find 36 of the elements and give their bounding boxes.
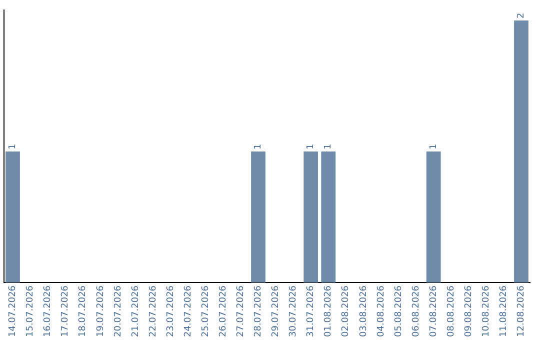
x-tick-label: 10.08.2026 <box>482 285 492 337</box>
x-tick-label: 04.08.2026 <box>376 285 386 337</box>
data-label: 1 <box>428 144 439 150</box>
x-tick-label: 23.07.2026 <box>166 285 176 337</box>
x-tick-label: 29.07.2026 <box>271 285 282 337</box>
x-tick-label: 19.07.2026 <box>96 285 106 337</box>
data-label: 2 <box>516 12 527 18</box>
x-tick-label: 15.07.2026 <box>26 285 36 337</box>
x-tick-label: 08.08.2026 <box>446 285 456 337</box>
data-label: 1 <box>8 144 18 150</box>
x-tick-label: 02.08.2026 <box>341 285 352 337</box>
x-tick-label: 05.08.2026 <box>394 285 404 337</box>
x-tick-label: 31.07.2026 <box>306 285 316 337</box>
x-tick-label: 27.07.2026 <box>236 285 246 337</box>
x-tick-label: 17.07.2026 <box>60 285 71 337</box>
x-tick-label: 25.07.2026 <box>200 285 211 337</box>
data-label: 1 <box>324 144 334 150</box>
data-label: 1 <box>254 144 264 150</box>
x-tick-label: 16.07.2026 <box>43 285 54 337</box>
x-tick-label: 09.08.2026 <box>464 285 474 337</box>
x-tick-label: 24.07.2026 <box>183 285 194 337</box>
x-tick-label: 22.07.2026 <box>148 285 158 337</box>
x-tick-label: 14.07.2026 <box>8 285 18 337</box>
x-tick-label: 01.08.2026 <box>324 285 334 337</box>
x-tick-label: 26.07.2026 <box>218 285 229 337</box>
x-tick-label: 21.07.2026 <box>130 285 141 337</box>
x-tick-label: 07.08.2026 <box>428 285 439 337</box>
x-tick-label: 06.08.2026 <box>411 285 422 337</box>
x-tick-label: 20.07.2026 <box>113 285 124 337</box>
x-tick-label: 30.07.2026 <box>288 285 299 337</box>
x-tick-label: 03.08.2026 <box>358 285 369 337</box>
x-tick-label: 12.08.2026 <box>516 285 527 337</box>
x-tick-label: 11.08.2026 <box>499 285 510 337</box>
x-tick-label: 18.07.2026 <box>78 285 88 337</box>
x-tick-label: 28.07.2026 <box>254 285 264 337</box>
data-label: 1 <box>306 144 316 150</box>
